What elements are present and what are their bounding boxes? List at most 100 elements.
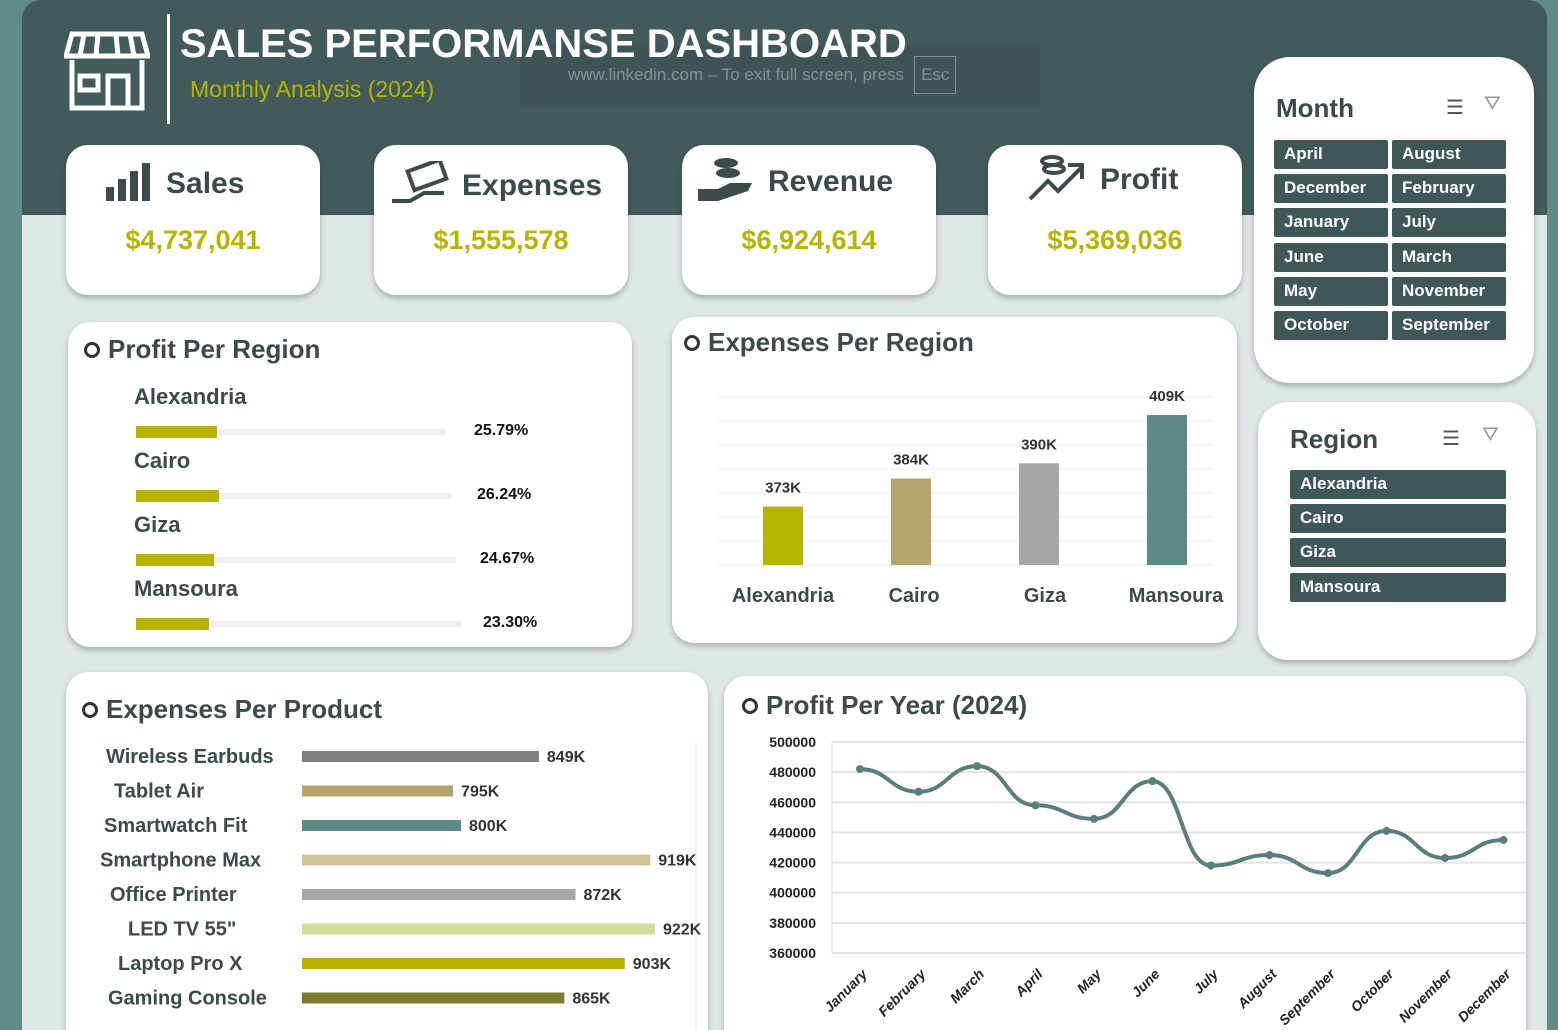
y-tick-label: 380000 (769, 915, 816, 931)
bullet-icon (742, 697, 758, 714)
x-tick-label: February (875, 965, 930, 1020)
bar-value-label: 872K (583, 887, 622, 904)
data-point (1382, 826, 1391, 835)
month-option[interactable]: December (1274, 174, 1388, 204)
product-label: Gaming Console (108, 988, 267, 1010)
month-option[interactable]: January (1274, 208, 1388, 238)
bar-value-label: 409K (1149, 388, 1185, 405)
kpi-label: Profit (1100, 163, 1179, 196)
data-point (1031, 801, 1040, 810)
dashboard: www.linkedin.com – To exit full screen, … (22, 0, 1547, 1030)
kpi-label: Expenses (462, 169, 603, 202)
product-label: Laptop Pro X (118, 953, 243, 975)
month-option[interactable]: June (1274, 242, 1388, 272)
profit-per-year-card: Profit Per Year (2024) 500000 480000 46000… (724, 676, 1526, 1030)
kpi-card-profit: Profit $5,369,036 (988, 145, 1242, 295)
month-option[interactable]: April (1274, 140, 1388, 169)
bar-value-label: 800K (469, 818, 508, 835)
kpi-value: $5,369,036 (1047, 225, 1183, 255)
clear-filter-icon[interactable]: ⛛ (1484, 93, 1501, 115)
kpi-card-revenue: Revenue $6,924,614 (682, 145, 936, 295)
kpi-label: Revenue (768, 165, 894, 198)
chart-title: Expenses Per Region (708, 327, 974, 357)
y-tick-label: 500000 (769, 734, 816, 750)
x-tick-label: May (1074, 965, 1105, 996)
fullscreen-notice: www.linkedin.com – To exit full screen, … (520, 45, 1040, 105)
profit-bar (136, 618, 210, 630)
x-tick-label: October (1347, 965, 1397, 1015)
data-point (1090, 814, 1098, 823)
page-title: SALES PERFORMANSE DASHBOARD (180, 22, 907, 66)
bullet-icon (84, 341, 100, 358)
month-slicer-title: Month (1276, 93, 1354, 123)
multi-select-icon[interactable]: ☰ (1446, 97, 1464, 119)
y-tick-label: 400000 (769, 885, 816, 901)
month-option[interactable]: May (1274, 276, 1388, 306)
region-label: Cairo (134, 448, 191, 473)
kpi-value: $6,924,614 (741, 225, 877, 255)
month-option[interactable]: March (1392, 242, 1506, 272)
fullscreen-notice-text: www.linkedin.com – To exit full screen, … (568, 65, 905, 84)
data-point (856, 765, 864, 774)
region-option[interactable]: Alexandria (1290, 470, 1506, 499)
profit-per-year-chart: 500000 480000 460000 440000 420000 400000 3800… (769, 734, 1526, 1029)
month-option[interactable]: November (1392, 276, 1506, 306)
month-option[interactable]: September (1392, 311, 1506, 340)
data-point (1324, 869, 1332, 878)
region-slicer-title: Region (1290, 424, 1379, 454)
product-label: Tablet Air (114, 781, 204, 803)
data-point (1148, 777, 1157, 786)
x-tick-label: January (821, 965, 871, 1015)
region-label: Giza (134, 512, 181, 537)
bar-value-label: 795K (461, 784, 500, 801)
clear-filter-icon[interactable]: ⛛ (1482, 424, 1499, 446)
y-tick-label: 460000 (769, 794, 816, 810)
bar-value-label: 903K (633, 956, 672, 973)
x-tick-label: November (1395, 965, 1456, 1026)
y-tick-label: 420000 (769, 855, 816, 871)
category-label: Giza (1024, 585, 1067, 607)
bar-value-label: 25.79% (474, 422, 529, 439)
bar (302, 820, 461, 831)
x-tick-label: April (1011, 965, 1046, 1000)
y-tick-label: 440000 (769, 824, 816, 840)
bar (302, 785, 454, 797)
region-option[interactable]: Mansoura (1290, 572, 1506, 602)
bar-value-label: 24.67% (480, 550, 535, 567)
bar-value-label: 23.30% (483, 614, 538, 631)
header-divider (167, 14, 170, 124)
bar-value-label: 373K (765, 480, 801, 497)
bar-value-label: 384K (893, 452, 929, 469)
bar-value-label: 390K (1021, 436, 1057, 453)
bar-value-label: 26.24% (477, 486, 532, 503)
y-tick-label: 480000 (769, 764, 816, 780)
x-tick-label: September (1276, 965, 1340, 1029)
bullet-icon (82, 701, 98, 718)
bar-track (136, 429, 446, 435)
product-label: Wireless Earbuds (106, 746, 274, 768)
region-option[interactable]: Giza (1290, 538, 1506, 568)
bar (302, 992, 565, 1004)
month-option[interactable]: August (1392, 140, 1506, 169)
region-option[interactable]: Cairo (1290, 504, 1506, 534)
multi-select-icon[interactable]: ☰ (1442, 428, 1460, 450)
data-point (1207, 861, 1215, 870)
bar (302, 923, 655, 935)
x-tick-label: December (1454, 965, 1514, 1025)
bar (1019, 463, 1059, 565)
bar (302, 889, 576, 900)
coins-hand-icon (698, 158, 752, 201)
y-tick-label: 360000 (769, 945, 816, 961)
bar (1147, 415, 1187, 565)
bar-value-label: 849K (547, 749, 586, 766)
month-option[interactable]: October (1274, 311, 1388, 340)
month-option[interactable]: February (1392, 174, 1506, 204)
chart-title: Expenses Per Product (106, 694, 382, 724)
kpi-label: Sales (166, 167, 245, 200)
product-label: Smartwatch Fit (104, 815, 248, 837)
expenses-per-region-card: Expenses Per Region 373K Alexandria 384K Ca… (672, 317, 1237, 643)
category-label: Alexandria (732, 585, 835, 607)
bar-track (136, 621, 461, 627)
month-option[interactable]: July (1392, 208, 1506, 238)
money-hand-icon (392, 161, 449, 203)
